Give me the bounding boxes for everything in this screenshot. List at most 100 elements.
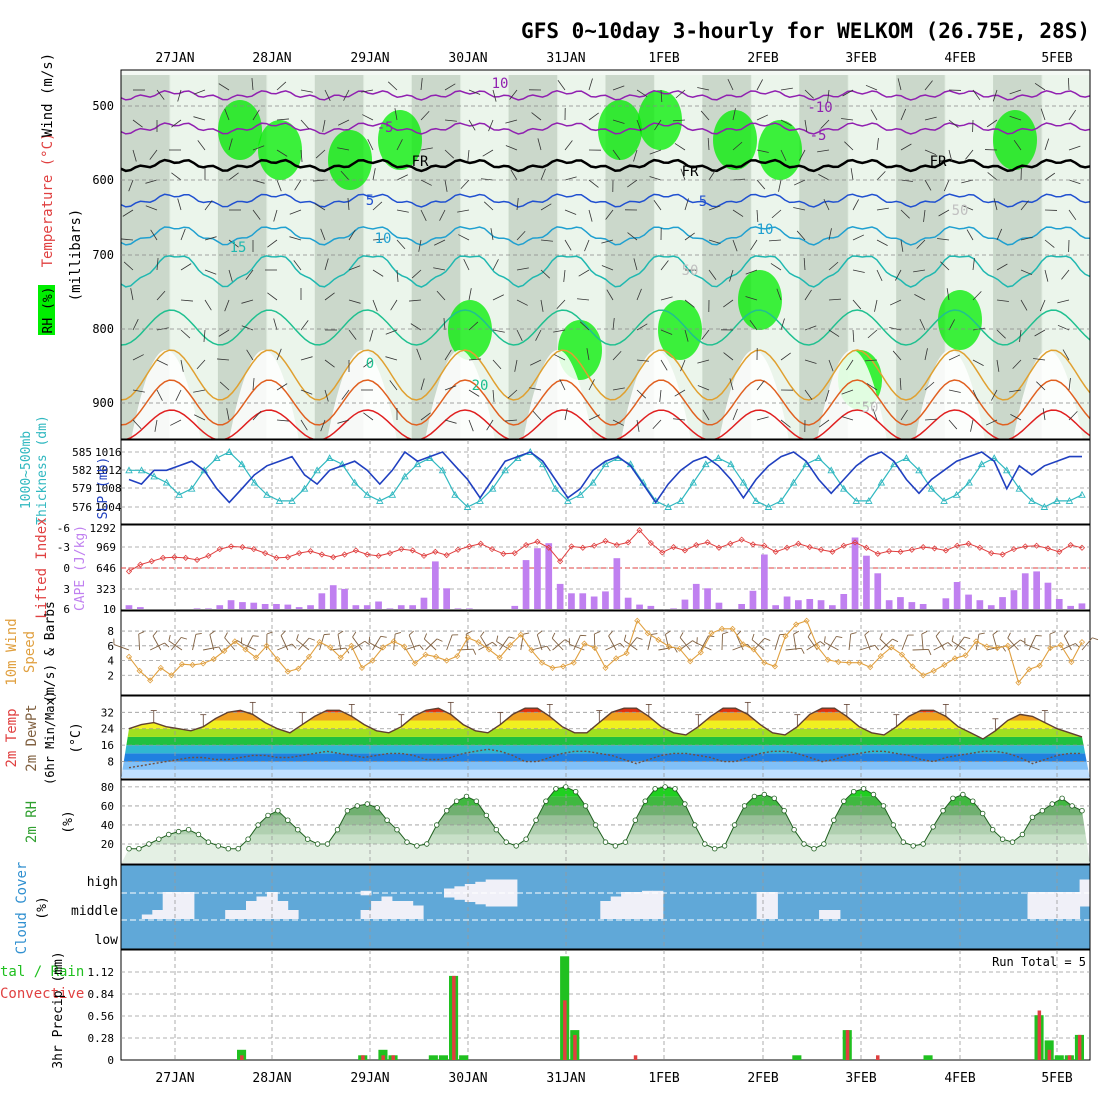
rh-point bbox=[553, 786, 559, 792]
cape-bar bbox=[987, 605, 995, 609]
wind-barb-10m bbox=[935, 631, 941, 637]
wind-barb bbox=[820, 119, 830, 129]
temperature-contour bbox=[121, 379, 1090, 426]
temperature-contour bbox=[121, 90, 1090, 101]
rh-moist-blob bbox=[658, 300, 702, 360]
wind-barb bbox=[852, 269, 865, 273]
wind-barb bbox=[535, 329, 542, 341]
wind-barb bbox=[876, 239, 888, 246]
wind-speed-point bbox=[1078, 639, 1086, 646]
wind-barb-10m bbox=[478, 641, 493, 651]
wind-barb bbox=[588, 414, 600, 421]
wind-barb-10m bbox=[380, 635, 387, 638]
rh-tick: 60 bbox=[101, 800, 114, 813]
wind-barb-10m bbox=[536, 634, 543, 651]
rh-point bbox=[880, 803, 887, 809]
precip-conv-bar bbox=[876, 1055, 880, 1060]
wind-barb bbox=[708, 205, 721, 211]
wind-barb bbox=[852, 329, 855, 342]
wind-speed-point bbox=[994, 644, 1001, 652]
wind-barb-10m bbox=[679, 632, 684, 638]
wind-barb bbox=[372, 201, 383, 211]
wind-barb bbox=[132, 419, 142, 430]
cape-bar bbox=[761, 554, 768, 609]
contour-label: -5 bbox=[377, 120, 394, 136]
wind-barb-10m bbox=[192, 634, 197, 651]
wind-barb bbox=[300, 119, 310, 130]
wind-barb bbox=[1039, 299, 1046, 312]
lifted-index-point bbox=[409, 547, 416, 554]
rh-point bbox=[255, 822, 261, 828]
wind-speed-tick: 6 bbox=[107, 640, 114, 653]
rh-point bbox=[831, 817, 837, 823]
wind-barb-10m bbox=[209, 634, 215, 651]
wind-speed-point bbox=[178, 661, 186, 668]
wind-barb-10m bbox=[1063, 630, 1069, 637]
wind-barb bbox=[684, 198, 689, 211]
wind-speed-point bbox=[496, 654, 503, 661]
wind-barb bbox=[420, 179, 432, 186]
wind-barb bbox=[509, 89, 518, 100]
wind-barb bbox=[729, 269, 734, 282]
wind-barb bbox=[122, 209, 134, 217]
rh-point bbox=[533, 817, 539, 823]
wind-barb bbox=[899, 378, 902, 391]
rh-point bbox=[980, 810, 986, 817]
rh-point bbox=[970, 798, 976, 804]
cloud-level-label: middle bbox=[71, 904, 118, 919]
wind-barb bbox=[420, 147, 433, 151]
wind-barb bbox=[649, 176, 662, 181]
wind-barb bbox=[702, 409, 710, 421]
thickness-point bbox=[915, 466, 923, 474]
wind-barb bbox=[636, 89, 648, 97]
wind-barb-10m bbox=[573, 635, 581, 651]
wind-barb bbox=[436, 290, 446, 301]
date-label-bottom: 2FEB bbox=[747, 1071, 778, 1086]
cloud-label: Cloud Cover bbox=[14, 862, 30, 955]
lifted-index-point bbox=[681, 547, 688, 554]
wind-barb bbox=[540, 168, 546, 181]
thickness-point bbox=[187, 484, 196, 492]
rh-point bbox=[136, 846, 142, 852]
thickness-point bbox=[263, 490, 271, 498]
cape-bar bbox=[681, 599, 689, 609]
precip-conv-bar bbox=[633, 1055, 638, 1060]
cape-bar bbox=[817, 600, 825, 609]
wind-barb bbox=[300, 89, 313, 93]
temp-fill bbox=[121, 708, 1090, 778]
wind-barb bbox=[708, 239, 721, 244]
wind-barb-10m bbox=[195, 632, 202, 635]
wind-speed-point bbox=[687, 658, 694, 665]
wind-barb bbox=[937, 238, 950, 241]
wind-barb-10m bbox=[457, 648, 474, 651]
precip-conv-bar bbox=[381, 1055, 385, 1060]
contour-label: -5 bbox=[810, 128, 827, 144]
wind-barb-10m bbox=[605, 642, 621, 651]
wind-barb bbox=[492, 359, 502, 370]
wind-speed-point bbox=[327, 644, 334, 651]
wind-barb bbox=[865, 84, 878, 91]
rh-point bbox=[652, 786, 658, 792]
wind-barb bbox=[458, 234, 470, 241]
lifted-index-point bbox=[420, 552, 428, 559]
contour-label: 10 bbox=[757, 222, 774, 238]
wind-speed-point bbox=[221, 647, 228, 655]
lifted-index-point bbox=[761, 542, 768, 549]
wind-barb bbox=[700, 110, 710, 121]
wind-barb bbox=[756, 149, 769, 153]
rh-point bbox=[960, 791, 966, 798]
lifted-index-point bbox=[795, 540, 802, 547]
precip-total-label: tal / Rain bbox=[0, 964, 84, 980]
cloud-mid-bar bbox=[162, 892, 174, 919]
wind-speed-point bbox=[1036, 662, 1043, 669]
wind-barb-10m bbox=[241, 643, 257, 651]
temperature-contour bbox=[121, 349, 1090, 401]
thickness-tick: 585 bbox=[72, 446, 92, 459]
wind-barb bbox=[588, 112, 599, 121]
cape-label: CAPE (J/kg) bbox=[73, 525, 88, 611]
wind-barb bbox=[660, 329, 673, 335]
wind10-speed-label: Speed bbox=[22, 631, 38, 673]
wind-barb-10m bbox=[424, 638, 437, 651]
wind-barb-10m bbox=[850, 632, 857, 635]
wind-speed-point bbox=[401, 643, 408, 650]
